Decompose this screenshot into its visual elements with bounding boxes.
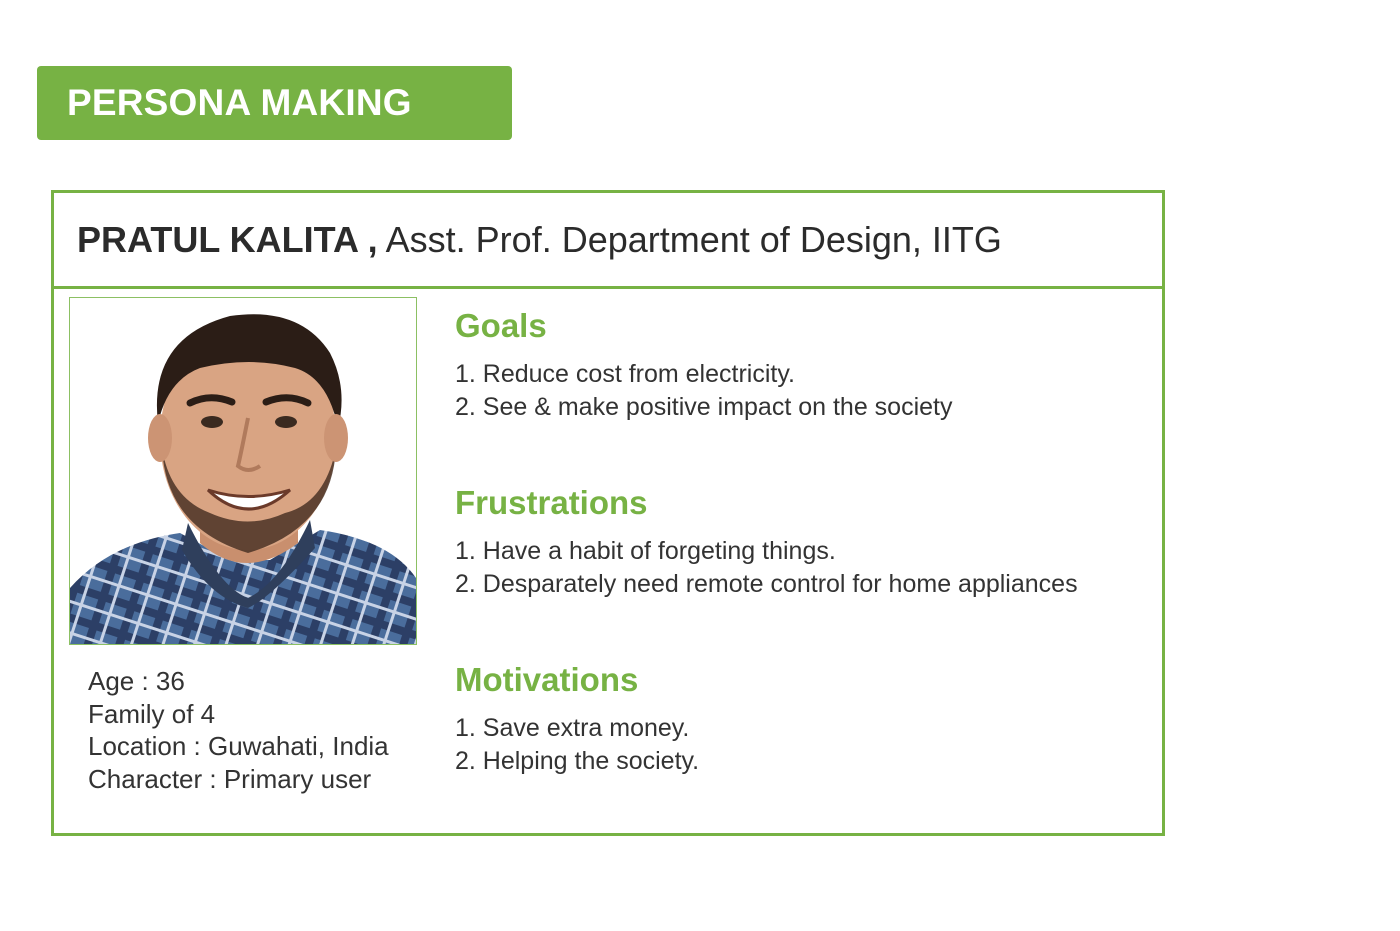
persona-photo-illustration bbox=[70, 314, 416, 644]
frustrations-item: 1. Have a habit of forgeting things. bbox=[455, 537, 836, 565]
motivations-item: 1. Save extra money. bbox=[455, 714, 690, 742]
detail-character: Character : Primary user bbox=[88, 763, 372, 794]
frustrations-item: 2. Desparately need remote control for h… bbox=[455, 569, 1078, 598]
detail-family: Family of 4 bbox=[88, 698, 216, 729]
frustrations-section: Frustrations 1. Have a habit of forgetin… bbox=[455, 483, 1155, 600]
persona-header: PRATUL KALITA , Asst. Prof. Department o… bbox=[54, 193, 1162, 289]
detail-location: Location : Guwahati, India bbox=[88, 731, 389, 761]
persona-photo bbox=[69, 297, 417, 645]
goals-heading: Goals bbox=[455, 307, 547, 344]
persona-name: PRATUL KALITA , bbox=[77, 218, 378, 260]
motivations-section: Motivations 1. Save extra money. 2. Help… bbox=[455, 660, 1155, 777]
goals-item: 1. Reduce cost from electricity. bbox=[455, 360, 795, 388]
persona-role: Asst. Prof. Department of Design, IITG bbox=[377, 218, 1002, 260]
motivations-item: 2. Helping the society. bbox=[455, 746, 700, 775]
motivations-heading: Motivations bbox=[455, 661, 639, 698]
goals-section: Goals 1. Reduce cost from electricity. 2… bbox=[455, 306, 1155, 423]
detail-age: Age : 36 bbox=[88, 666, 185, 696]
persona-details: Age : 36 Family of 4 Location : Guwahati… bbox=[88, 665, 428, 795]
frustrations-heading: Frustrations bbox=[455, 484, 648, 521]
persona-card: PRATUL KALITA , Asst. Prof. Department o… bbox=[51, 190, 1165, 836]
banner-title: PERSONA MAKING bbox=[67, 82, 412, 123]
section-banner: PERSONA MAKING bbox=[37, 66, 512, 140]
goals-item: 2. See & make positive impact on the soc… bbox=[455, 392, 953, 421]
